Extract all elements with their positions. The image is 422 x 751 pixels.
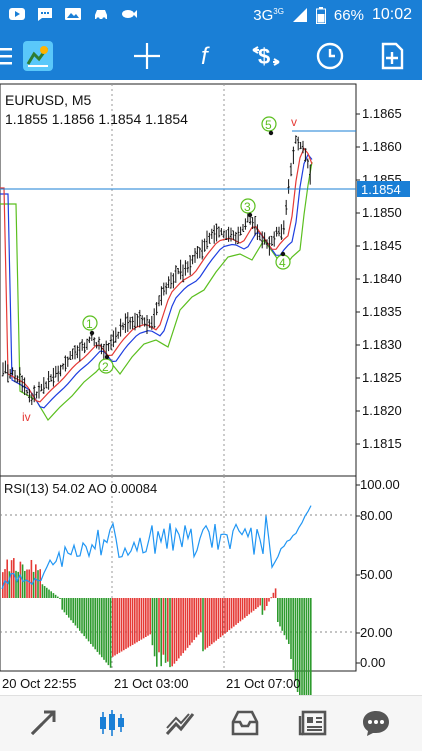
menu-icon[interactable] [0, 40, 14, 72]
wave-marker-3: 3 [240, 198, 256, 218]
news-icon[interactable] [298, 708, 330, 738]
price-tick-label: 1.1865 [362, 106, 402, 121]
time-grid [111, 84, 225, 671]
price-chart[interactable]: 1.18651.18601.18551.18501.18451.18401.18… [0, 80, 422, 751]
indicator-plot-frame [0, 475, 357, 672]
mt-logo-icon[interactable] [22, 40, 54, 72]
time-label-2: 21 Oct 03:00 [114, 676, 188, 691]
svg-text:f: f [201, 43, 210, 70]
price-tick-label: 1.1860 [362, 139, 402, 154]
chart-icon[interactable] [96, 708, 128, 738]
indicator-tick-label: 0.00 [360, 655, 385, 670]
wave-label-1: 1 [86, 317, 93, 331]
ma-red-line [0, 147, 313, 403]
wave-marker-5: 5 [261, 116, 277, 136]
price-tick-label: 1.1815 [362, 436, 402, 451]
signal-icon [292, 8, 307, 22]
current-price-tag [357, 181, 410, 197]
price-tick-label: 1.1850 [362, 205, 402, 220]
wave-label-2: 2 [102, 360, 109, 374]
indicator-header: RSI(13) 54.02 AO 0.00084 [4, 481, 157, 496]
wave-label-iv: iv [22, 410, 31, 424]
symbol-header: EURUSD, M5 [5, 92, 92, 108]
car-icon [95, 10, 107, 21]
indicator-tick-label: 100.00 [360, 477, 400, 492]
wave-label-4: 4 [279, 256, 286, 270]
gallery-icon [65, 8, 81, 20]
price-tick-label: 1.1820 [362, 403, 402, 418]
trade-icon[interactable] [164, 708, 196, 738]
clock-time: 10:02 [371, 6, 412, 23]
fish-icon [122, 10, 137, 18]
wave-marker-4: 4 [275, 251, 291, 270]
add-icon[interactable] [376, 40, 408, 72]
chart-area[interactable]: 1.1865 1.1860 1.1855 1.1850 1.1845 1.1840 1.18… [0, 80, 422, 751]
history-icon[interactable] [229, 708, 261, 738]
wave-label-5: 5 [265, 118, 272, 132]
battery-icon [315, 6, 326, 24]
wave-marker-1: 1 [82, 315, 98, 336]
battery-level: 66% [333, 6, 364, 24]
price-tick-label: 1.1845 [362, 238, 402, 253]
wave-label-3: 3 [244, 200, 251, 214]
time-label-3: 21 Oct 07:00 [226, 676, 300, 691]
indicator-tick-label: 80.00 [360, 508, 393, 523]
message-icon [38, 8, 52, 21]
crosshair-icon[interactable] [131, 40, 163, 72]
current-price-label: 1.1854 [361, 182, 401, 197]
ao-histogram [2, 558, 312, 751]
quotes-icon[interactable] [28, 708, 60, 738]
messages-icon[interactable] [360, 708, 392, 738]
price-tick-label: 1.1835 [362, 304, 402, 319]
youtube-icon [9, 8, 25, 20]
ohlc-values: 1.1855 1.1856 1.1854 1.1854 [5, 111, 188, 127]
svg-text:$: $ [258, 44, 270, 69]
indicator-axis: 100.00 80.00 50.00 20.00 0.00 [356, 477, 400, 670]
indicator-tick-label: 50.00 [360, 567, 393, 582]
price-tick-label: 1.1830 [362, 337, 402, 352]
status-bar: 3G3G 66% 10:02 [0, 0, 422, 32]
rsi-line [1, 505, 312, 590]
indicator-tick-label: 20.00 [360, 625, 393, 640]
network-type: 3G3G [253, 6, 284, 24]
clock-icon[interactable] [314, 40, 346, 72]
price-tick-label: 1.1840 [362, 271, 402, 286]
bottom-nav [0, 695, 422, 751]
wave-label-v: v [291, 115, 297, 129]
price-axis: 1.18651.18601.18551.18501.18451.18401.18… [356, 106, 402, 451]
symbol-dollar-icon[interactable]: $ [250, 40, 282, 72]
price-bars [1, 135, 312, 406]
toolbar: f $ [0, 32, 422, 80]
price-tick-label: 1.1825 [362, 370, 402, 385]
ma-green-line [0, 161, 313, 421]
time-label-1: 20 Oct 22:55 [2, 676, 76, 691]
function-icon[interactable]: f [192, 40, 224, 72]
ma-blue-line [0, 153, 313, 409]
wave-marker-2: 2 [98, 354, 114, 374]
